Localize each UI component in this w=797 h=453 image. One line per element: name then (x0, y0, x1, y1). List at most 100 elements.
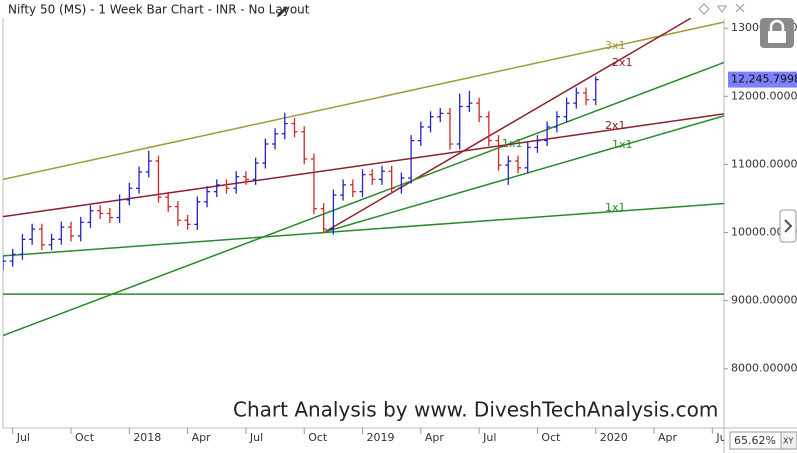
price-bar (301, 126, 308, 165)
price-bar (330, 189, 337, 235)
price-bar (485, 111, 492, 147)
price-bar (126, 182, 133, 206)
price-bar (534, 135, 541, 153)
price-bar (106, 208, 113, 223)
price-bar (310, 153, 317, 215)
chart-title: Nifty 50 (MS) - 1 Week Bar Chart - INR -… (8, 3, 310, 17)
price-bar (573, 87, 580, 109)
price-bar (592, 76, 599, 106)
price-bar (29, 223, 36, 245)
trendline-label: 1x1 (502, 137, 523, 150)
price-bar (68, 221, 75, 242)
price-bar (456, 93, 463, 150)
watermark: Chart Analysis by www. DiveshTechAnalysi… (233, 398, 718, 422)
zoom-box[interactable]: 65.62% XY (729, 431, 797, 450)
price-bar (136, 166, 143, 194)
trendline-label: 2x1 (605, 119, 626, 132)
trendline (3, 113, 724, 218)
price-bar (184, 214, 191, 230)
price-bar (116, 194, 123, 223)
price-bar (563, 97, 570, 123)
price-bar (437, 107, 444, 123)
price-bar (359, 169, 366, 198)
price-bar (145, 150, 152, 178)
price-bar (38, 223, 45, 251)
price-bar (233, 171, 240, 194)
zoom-label: 65.62% (734, 434, 776, 447)
price-bar (194, 196, 201, 230)
price-bar (155, 155, 162, 203)
title-bar (0, 0, 724, 18)
price-bar (524, 141, 531, 174)
price-bar (495, 135, 502, 171)
price-bar (174, 201, 181, 226)
x-tick-label: Apr (425, 431, 445, 444)
price-bar (291, 118, 298, 138)
price-bar (408, 135, 415, 184)
price-bar (9, 248, 16, 267)
price-bar (281, 112, 288, 140)
price-bar (165, 191, 172, 213)
price-bar (505, 155, 512, 185)
price-bar (58, 221, 65, 245)
price-bar (3, 255, 6, 271)
x-tick-label: Jul (482, 431, 496, 444)
price-bar (87, 205, 94, 228)
lock-button[interactable] (760, 18, 794, 48)
x-tick-label: Oct (308, 431, 328, 444)
price-bar (427, 111, 434, 133)
trendline-labels: 3x1 2x1 1x1 2x1 1x1 1x1 (502, 39, 633, 214)
y-tick-label: 12000.000000 (731, 89, 797, 102)
price-bar (19, 233, 26, 260)
last-price-marker: 12,245.79980 (728, 71, 797, 88)
price-bar (553, 111, 560, 133)
price-bar (466, 90, 473, 112)
xy-label: XY (783, 437, 793, 446)
window-controls[interactable] (698, 3, 745, 15)
trendline (325, 115, 724, 233)
x-tick-label: 2019 (367, 431, 395, 444)
price-bar (369, 169, 376, 185)
trendline-label: 1x1 (605, 201, 626, 214)
price-bar (213, 179, 220, 198)
price-bar (77, 216, 84, 242)
x-tick-label: Jul (249, 431, 263, 444)
price-bar (417, 121, 424, 147)
price-bar (320, 203, 327, 233)
trendline (324, 18, 692, 233)
scroll-right-button[interactable] (779, 209, 797, 243)
trendline-label: 2x1 (612, 56, 633, 69)
price-bar (340, 179, 347, 201)
edit-icon[interactable] (277, 6, 288, 17)
price-bar (544, 121, 551, 147)
price-bar (223, 179, 230, 194)
price-bar (515, 155, 521, 174)
y-tick-label: 8000.000000 (731, 362, 797, 375)
x-tick-label: 2020 (600, 431, 628, 444)
trendline-label: 3x1 (605, 39, 626, 52)
x-tick-label: Jul (16, 431, 30, 444)
price-bar (349, 179, 356, 198)
trendline-label: 1x1 (612, 138, 633, 151)
price-bar (378, 165, 385, 185)
x-axis: Jul Oct 2018 Apr Jul Oct 2019 Apr Jul Oct 2020 Apr J… (12, 428, 729, 444)
price-bar (97, 205, 104, 219)
y-tick-label: 9000.000000 (731, 294, 797, 307)
x-tick-label: Jul (715, 431, 729, 444)
trendline (3, 61, 724, 337)
price-bar (48, 233, 55, 251)
y-tick-label: 11000.000000 (731, 157, 797, 170)
price-bar (446, 107, 453, 150)
price-bar (262, 138, 269, 169)
price-bar (242, 171, 249, 185)
trendline (3, 21, 724, 181)
price-bar (476, 97, 483, 123)
price-bar (388, 165, 395, 194)
x-tick-label: Apr (192, 431, 212, 444)
price-bar (398, 172, 405, 194)
x-tick-label: Oct (75, 431, 95, 444)
trendline (3, 202, 724, 257)
price-bar (272, 128, 279, 150)
plot-area (3, 18, 724, 337)
last-price-label: 12,245.79980 (731, 73, 797, 86)
